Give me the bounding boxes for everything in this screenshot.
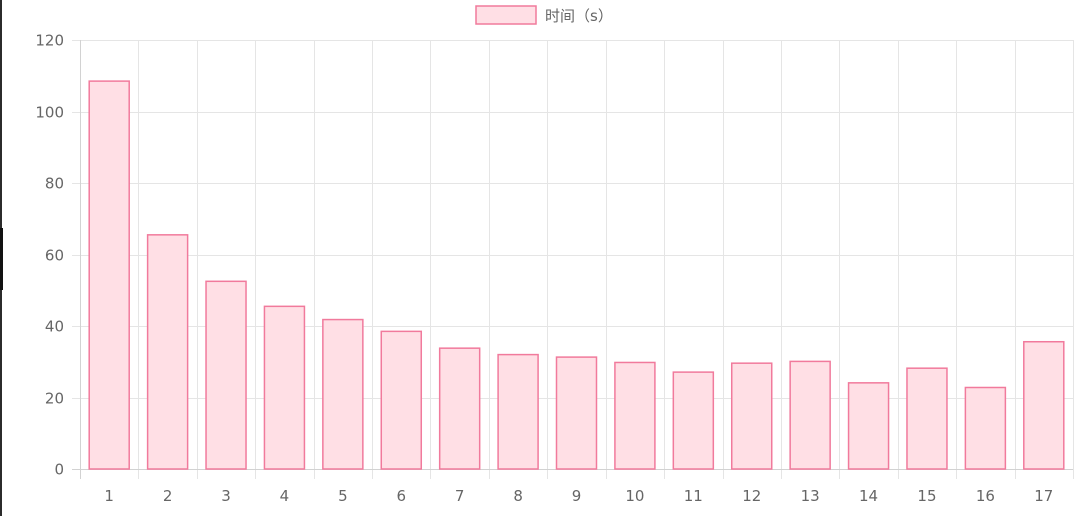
legend-swatch[interactable]: [475, 5, 537, 25]
bar[interactable]: [789, 360, 831, 470]
bar[interactable]: [672, 371, 715, 470]
y-tick-label: 80: [45, 175, 64, 193]
x-tick-label: 16: [976, 487, 995, 505]
bar[interactable]: [730, 362, 773, 470]
bar[interactable]: [88, 80, 130, 470]
grid-layer: [72, 40, 1074, 479]
y-tick-label: 20: [45, 390, 64, 408]
x-tick-label: 3: [221, 487, 231, 505]
bar[interactable]: [1023, 340, 1065, 470]
x-tick-label: 7: [455, 487, 465, 505]
bar[interactable]: [614, 361, 656, 470]
x-tick-label: 2: [163, 487, 173, 505]
bar[interactable]: [964, 386, 1007, 470]
x-tick-label: 9: [572, 487, 582, 505]
bar[interactable]: [555, 356, 598, 470]
x-tick-label: 1: [104, 487, 114, 505]
x-tick-label: 4: [280, 487, 290, 505]
x-tick-label: 8: [513, 487, 523, 505]
x-tick-label: 14: [859, 487, 878, 505]
bar[interactable]: [205, 280, 247, 470]
y-tick-label: 40: [45, 318, 64, 336]
bar[interactable]: [322, 318, 364, 470]
x-tick-label: 17: [1034, 487, 1053, 505]
y-tick-label: 120: [35, 32, 64, 50]
y-tick-label: 100: [35, 104, 64, 122]
x-tick-label: 15: [917, 487, 936, 505]
bar[interactable]: [263, 305, 306, 470]
bar-layer: [88, 80, 1065, 470]
x-tick-label: 10: [625, 487, 644, 505]
legend[interactable]: 时间（s）: [475, 5, 613, 25]
y-tick-label: 60: [45, 247, 64, 265]
x-tick-label: 12: [742, 487, 761, 505]
bar[interactable]: [497, 353, 539, 470]
bar[interactable]: [906, 367, 948, 470]
x-tick-label: 6: [396, 487, 406, 505]
x-tick-label: 5: [338, 487, 348, 505]
bar[interactable]: [380, 330, 423, 470]
bar[interactable]: [146, 234, 189, 470]
x-tick-label: 11: [684, 487, 703, 505]
legend-label[interactable]: 时间（s）: [545, 7, 613, 25]
bar[interactable]: [847, 382, 890, 470]
y-tick-label: 0: [54, 461, 64, 479]
window-edge-notch: [0, 228, 3, 290]
bar[interactable]: [438, 347, 481, 470]
x-tick-label: 13: [801, 487, 820, 505]
